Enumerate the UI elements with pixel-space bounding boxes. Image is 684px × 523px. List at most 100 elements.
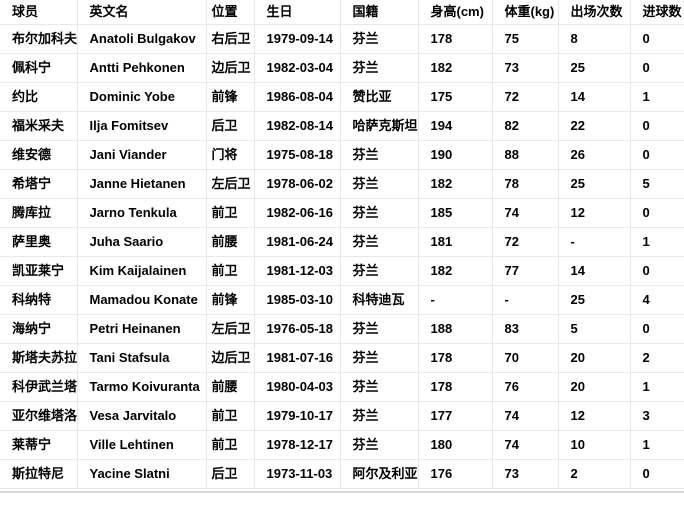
table-row: 布尔加科夫 Anatoli Bulgakov 右后卫 1979-09-14 芬兰 178 7… <box>0 24 684 54</box>
cell-height: 182 <box>417 256 493 286</box>
cell-nationality: 哈萨克斯坦 <box>339 111 419 141</box>
column-header-weight: 体重(kg) <box>491 0 559 25</box>
cell-appearances: 22 <box>557 111 631 141</box>
cell-weight: 70 <box>491 343 559 373</box>
cell-birthday: 1973-11-03 <box>253 459 341 489</box>
cell-birthday: 1975-08-18 <box>253 140 341 170</box>
cell-position: 前卫 <box>205 198 255 228</box>
cell-position: 前卫 <box>205 401 255 431</box>
cell-player: 维安德 <box>0 140 78 170</box>
table-bottom-rule <box>0 491 684 493</box>
column-header-birthday: 生日 <box>253 0 341 25</box>
cell-english-name: Anatoli Bulgakov <box>76 24 207 54</box>
cell-birthday: 1979-10-17 <box>253 401 341 431</box>
column-header-height: 身高(cm) <box>417 0 493 25</box>
cell-english-name: Tani Stafsula <box>76 343 207 373</box>
cell-goals: 0 <box>629 53 684 83</box>
cell-birthday: 1981-06-24 <box>253 227 341 257</box>
cell-birthday: 1982-06-16 <box>253 198 341 228</box>
cell-position: 门将 <box>205 140 255 170</box>
cell-weight: 75 <box>491 24 559 54</box>
cell-goals: 4 <box>629 285 684 315</box>
cell-birthday: 1978-12-17 <box>253 430 341 460</box>
cell-goals: 5 <box>629 169 684 199</box>
cell-goals: 0 <box>629 314 684 344</box>
cell-weight: 82 <box>491 111 559 141</box>
cell-english-name: Dominic Yobe <box>76 82 207 112</box>
cell-goals: 0 <box>629 198 684 228</box>
cell-position: 右后卫 <box>205 24 255 54</box>
cell-english-name: Petri Heinanen <box>76 314 207 344</box>
cell-goals: 1 <box>629 227 684 257</box>
cell-nationality: 芬兰 <box>339 140 419 170</box>
cell-english-name: Jarno Tenkula <box>76 198 207 228</box>
cell-weight: 78 <box>491 169 559 199</box>
cell-player: 腾库拉 <box>0 198 78 228</box>
cell-nationality: 赞比亚 <box>339 82 419 112</box>
cell-position: 边后卫 <box>205 53 255 83</box>
cell-birthday: 1979-09-14 <box>253 24 341 54</box>
cell-player: 布尔加科夫 <box>0 24 78 54</box>
player-table-body: 布尔加科夫 Anatoli Bulgakov 右后卫 1979-09-14 芬兰 178 7… <box>0 24 684 489</box>
cell-goals: 0 <box>629 24 684 54</box>
column-header-appearances: 出场次数 <box>557 0 631 25</box>
cell-goals: 1 <box>629 82 684 112</box>
cell-goals: 2 <box>629 343 684 373</box>
player-stats-table: 球员 英文名 位置 生日 国籍 身高(cm) 体重(kg) 出场次数 进球数 布… <box>0 0 684 489</box>
cell-height: 180 <box>417 430 493 460</box>
cell-player: 科纳特 <box>0 285 78 315</box>
cell-nationality: 芬兰 <box>339 198 419 228</box>
cell-appearances: 20 <box>557 343 631 373</box>
cell-weight: 74 <box>491 198 559 228</box>
cell-player: 斯塔夫苏拉 <box>0 343 78 373</box>
cell-goals: 0 <box>629 256 684 286</box>
cell-appearances: 25 <box>557 285 631 315</box>
cell-weight: 72 <box>491 82 559 112</box>
cell-player: 科伊武兰塔 <box>0 372 78 402</box>
cell-birthday: 1982-03-04 <box>253 53 341 83</box>
cell-nationality: 芬兰 <box>339 227 419 257</box>
cell-goals: 0 <box>629 140 684 170</box>
cell-appearances: 5 <box>557 314 631 344</box>
column-header-player: 球员 <box>0 0 78 25</box>
cell-position: 边后卫 <box>205 343 255 373</box>
cell-weight: 73 <box>491 459 559 489</box>
cell-nationality: 芬兰 <box>339 343 419 373</box>
table-row: 凯亚莱宁 Kim Kaijalainen 前卫 1981-12-03 芬兰 182 77 14… <box>0 256 684 286</box>
cell-position: 前腰 <box>205 372 255 402</box>
cell-weight: 83 <box>491 314 559 344</box>
cell-appearances: - <box>557 227 631 257</box>
table-row: 科纳特 Mamadou Konate 前锋 1985-03-10 科特迪瓦 - -25 4 <box>0 285 684 315</box>
cell-appearances: 14 <box>557 256 631 286</box>
cell-player: 凯亚莱宁 <box>0 256 78 286</box>
table-row: 海纳宁 Petri Heinanen 左后卫 1976-05-18 芬兰 188 83 5 0 <box>0 314 684 344</box>
cell-goals: 0 <box>629 459 684 489</box>
cell-height: 182 <box>417 53 493 83</box>
cell-player: 萨里奥 <box>0 227 78 257</box>
column-header-nationality: 国籍 <box>339 0 419 25</box>
cell-english-name: Juha Saario <box>76 227 207 257</box>
table-row: 腾库拉 Jarno Tenkula 前卫 1982-06-16 芬兰 185 74 12 0 <box>0 198 684 228</box>
cell-weight: 74 <box>491 430 559 460</box>
cell-english-name: Antti Pehkonen <box>76 53 207 83</box>
cell-birthday: 1978-06-02 <box>253 169 341 199</box>
cell-nationality: 芬兰 <box>339 372 419 402</box>
cell-nationality: 科特迪瓦 <box>339 285 419 315</box>
cell-position: 后卫 <box>205 111 255 141</box>
cell-height: 175 <box>417 82 493 112</box>
cell-appearances: 2 <box>557 459 631 489</box>
cell-english-name: Vesa Jarvitalo <box>76 401 207 431</box>
cell-weight: 73 <box>491 53 559 83</box>
cell-player: 希塔宁 <box>0 169 78 199</box>
cell-height: 190 <box>417 140 493 170</box>
cell-player: 约比 <box>0 82 78 112</box>
cell-weight: 76 <box>491 372 559 402</box>
cell-english-name: Ville Lehtinen <box>76 430 207 460</box>
cell-goals: 1 <box>629 372 684 402</box>
cell-nationality: 芬兰 <box>339 401 419 431</box>
cell-position: 前锋 <box>205 285 255 315</box>
cell-player: 福米采夫 <box>0 111 78 141</box>
cell-height: 178 <box>417 343 493 373</box>
cell-nationality: 芬兰 <box>339 314 419 344</box>
table-row: 萨里奥 Juha Saario 前腰 1981-06-24 芬兰 181 72-1 <box>0 227 684 257</box>
